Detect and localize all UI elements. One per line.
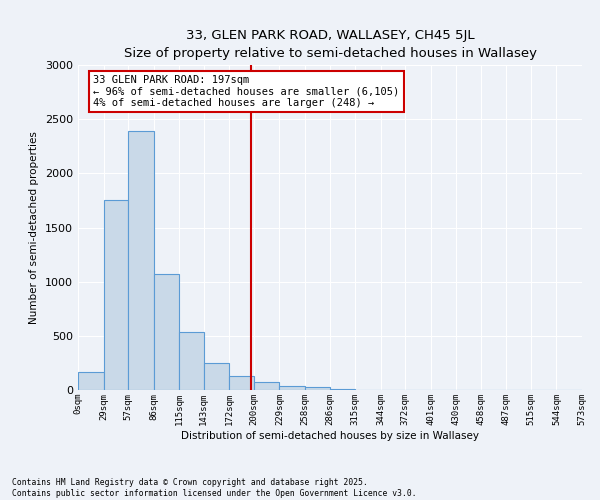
- Text: Contains HM Land Registry data © Crown copyright and database right 2025.
Contai: Contains HM Land Registry data © Crown c…: [12, 478, 416, 498]
- Bar: [104, 200, 128, 390]
- Bar: [78, 372, 104, 390]
- Bar: [305, 387, 329, 390]
- Bar: [179, 332, 204, 390]
- Bar: [329, 389, 355, 390]
- Bar: [204, 363, 229, 390]
- Y-axis label: Number of semi-detached properties: Number of semi-detached properties: [29, 131, 40, 324]
- X-axis label: Distribution of semi-detached houses by size in Wallasey: Distribution of semi-detached houses by …: [181, 430, 479, 440]
- Title: 33, GLEN PARK ROAD, WALLASEY, CH45 5JL
Size of property relative to semi-detache: 33, GLEN PARK ROAD, WALLASEY, CH45 5JL S…: [124, 28, 536, 60]
- Bar: [254, 382, 280, 390]
- Bar: [154, 274, 179, 390]
- Text: 33 GLEN PARK ROAD: 197sqm
← 96% of semi-detached houses are smaller (6,105)
4% o: 33 GLEN PARK ROAD: 197sqm ← 96% of semi-…: [93, 74, 400, 108]
- Bar: [229, 376, 254, 390]
- Bar: [280, 386, 305, 390]
- Bar: [128, 131, 154, 390]
